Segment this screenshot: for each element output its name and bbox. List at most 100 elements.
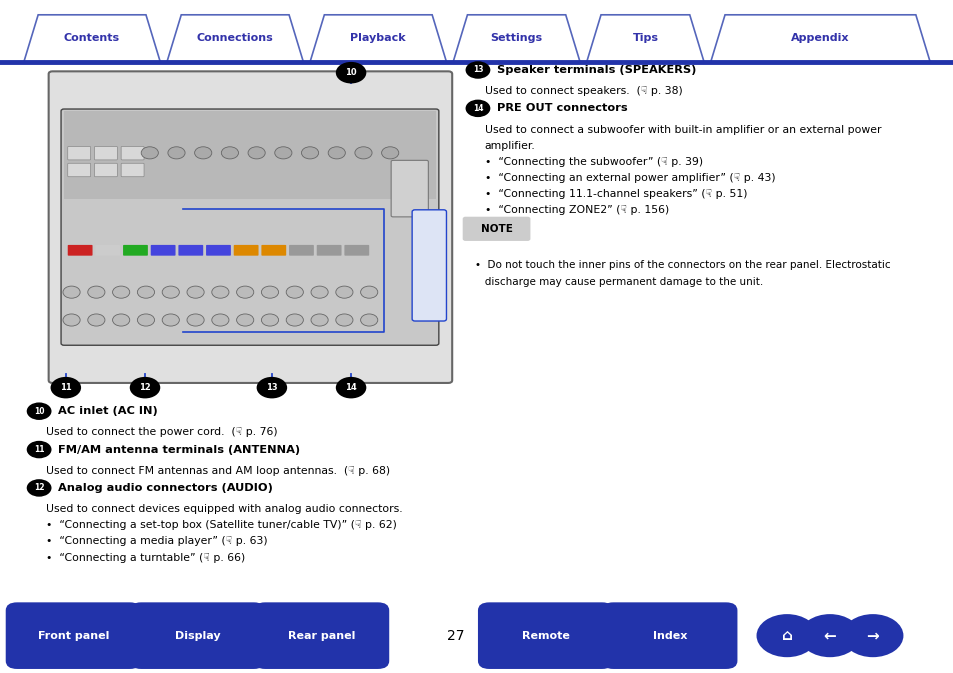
Circle shape	[88, 314, 105, 326]
Text: Connections: Connections	[196, 34, 274, 43]
Circle shape	[212, 314, 229, 326]
FancyBboxPatch shape	[477, 602, 613, 669]
FancyBboxPatch shape	[121, 164, 144, 177]
Text: PRE OUT connectors: PRE OUT connectors	[497, 104, 627, 113]
Circle shape	[261, 314, 278, 326]
Circle shape	[141, 147, 158, 159]
FancyBboxPatch shape	[95, 245, 120, 256]
Circle shape	[168, 147, 185, 159]
Circle shape	[221, 147, 238, 159]
Circle shape	[799, 614, 860, 657]
FancyBboxPatch shape	[391, 160, 428, 217]
FancyBboxPatch shape	[178, 245, 203, 256]
FancyBboxPatch shape	[121, 147, 144, 160]
FancyBboxPatch shape	[94, 147, 117, 160]
Text: 14: 14	[472, 104, 483, 113]
Text: Front panel: Front panel	[38, 631, 109, 641]
FancyBboxPatch shape	[253, 602, 389, 669]
Circle shape	[137, 314, 154, 326]
Circle shape	[335, 377, 366, 398]
Text: •  Do not touch the inner pins of the connectors on the rear panel. Electrostati: • Do not touch the inner pins of the con…	[475, 260, 890, 270]
Circle shape	[63, 286, 80, 298]
FancyBboxPatch shape	[344, 245, 369, 256]
Circle shape	[137, 286, 154, 298]
Circle shape	[256, 377, 287, 398]
Polygon shape	[310, 15, 446, 62]
Circle shape	[756, 614, 817, 657]
Circle shape	[261, 286, 278, 298]
Text: •  “Connecting ZONE2” (☟ p. 156): • “Connecting ZONE2” (☟ p. 156)	[484, 205, 668, 215]
Text: Speaker terminals (SPEAKERS): Speaker terminals (SPEAKERS)	[497, 65, 696, 75]
Text: NOTE: NOTE	[480, 224, 512, 234]
Circle shape	[335, 286, 353, 298]
Text: 10: 10	[33, 406, 45, 416]
FancyBboxPatch shape	[206, 245, 231, 256]
Text: 13: 13	[266, 383, 277, 392]
Text: 11: 11	[60, 383, 71, 392]
Text: 12: 12	[139, 383, 151, 392]
Circle shape	[381, 147, 398, 159]
Text: Settings: Settings	[490, 34, 542, 43]
Polygon shape	[453, 15, 579, 62]
Text: Used to connect a subwoofer with built-in amplifier or an external power: Used to connect a subwoofer with built-i…	[484, 125, 881, 135]
Circle shape	[465, 100, 490, 117]
Text: •  “Connecting a turntable” (☟ p. 66): • “Connecting a turntable” (☟ p. 66)	[46, 553, 245, 563]
Circle shape	[187, 314, 204, 326]
Text: Display: Display	[174, 631, 220, 641]
FancyBboxPatch shape	[601, 602, 737, 669]
FancyBboxPatch shape	[412, 210, 446, 321]
Text: Used to connect devices equipped with analog audio connectors.: Used to connect devices equipped with an…	[46, 504, 402, 514]
Circle shape	[51, 377, 81, 398]
Text: 11: 11	[33, 445, 45, 454]
Text: Rear panel: Rear panel	[288, 631, 355, 641]
Circle shape	[63, 314, 80, 326]
Circle shape	[130, 377, 160, 398]
Circle shape	[162, 286, 179, 298]
Text: Used to connect speakers.  (☟ p. 38): Used to connect speakers. (☟ p. 38)	[484, 86, 681, 96]
Circle shape	[286, 314, 303, 326]
Circle shape	[841, 614, 902, 657]
Text: •  “Connecting a media player” (☟ p. 63): • “Connecting a media player” (☟ p. 63)	[46, 536, 267, 546]
FancyBboxPatch shape	[316, 245, 341, 256]
Text: 10: 10	[345, 68, 356, 77]
Text: ⌂: ⌂	[781, 628, 792, 643]
Circle shape	[112, 314, 130, 326]
FancyBboxPatch shape	[61, 109, 438, 345]
Text: →: →	[865, 628, 879, 643]
Text: 13: 13	[472, 65, 483, 75]
Polygon shape	[586, 15, 703, 62]
Polygon shape	[24, 15, 160, 62]
FancyBboxPatch shape	[123, 245, 148, 256]
Circle shape	[311, 314, 328, 326]
FancyBboxPatch shape	[64, 111, 436, 199]
FancyBboxPatch shape	[6, 602, 141, 669]
Circle shape	[274, 147, 292, 159]
Circle shape	[465, 61, 490, 79]
Text: Index: Index	[652, 631, 686, 641]
Text: 27: 27	[447, 629, 464, 643]
Circle shape	[27, 479, 51, 497]
Circle shape	[355, 147, 372, 159]
Circle shape	[112, 286, 130, 298]
Circle shape	[212, 286, 229, 298]
Circle shape	[27, 441, 51, 458]
Text: Tips: Tips	[632, 34, 658, 43]
Text: Remote: Remote	[521, 631, 569, 641]
Text: FM/AM antenna terminals (ANTENNA): FM/AM antenna terminals (ANTENNA)	[58, 445, 300, 454]
FancyBboxPatch shape	[94, 164, 117, 177]
Circle shape	[162, 314, 179, 326]
Text: •  “Connecting 11.1-channel speakers” (☟ p. 51): • “Connecting 11.1-channel speakers” (☟ …	[484, 189, 746, 199]
FancyBboxPatch shape	[49, 71, 452, 383]
FancyBboxPatch shape	[130, 602, 265, 669]
Circle shape	[360, 286, 377, 298]
Text: AC inlet (AC IN): AC inlet (AC IN)	[58, 406, 158, 416]
Circle shape	[286, 286, 303, 298]
Circle shape	[236, 314, 253, 326]
Circle shape	[301, 147, 318, 159]
Circle shape	[311, 286, 328, 298]
Circle shape	[236, 286, 253, 298]
Polygon shape	[167, 15, 303, 62]
FancyBboxPatch shape	[68, 164, 91, 177]
Text: 12: 12	[33, 483, 45, 493]
Polygon shape	[710, 15, 929, 62]
